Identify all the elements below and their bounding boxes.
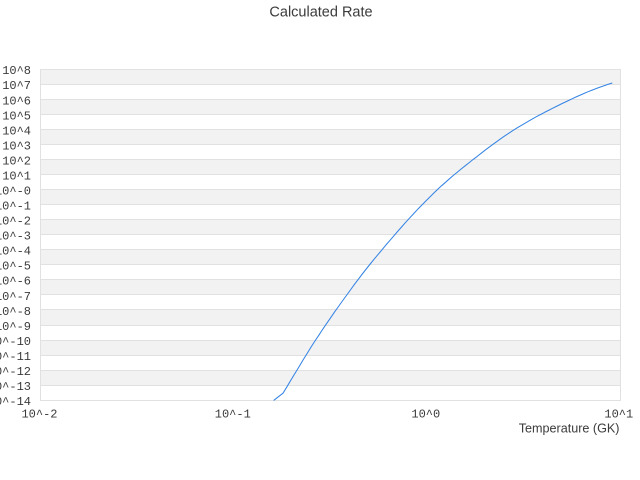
svg-text:10^6: 10^6: [2, 94, 31, 108]
svg-text:10^-2: 10^-2: [0, 215, 31, 229]
svg-text:10^-14: 10^-14: [0, 395, 31, 409]
svg-text:10^-1: 10^-1: [0, 200, 31, 214]
svg-text:10^-7: 10^-7: [0, 290, 31, 304]
svg-text:10^-8: 10^-8: [0, 305, 31, 319]
svg-text:10^2: 10^2: [2, 154, 31, 168]
svg-text:10^-11: 10^-11: [0, 350, 31, 364]
svg-text:10^-1: 10^-1: [215, 408, 251, 422]
svg-text:10^0: 10^0: [411, 408, 440, 422]
svg-text:10^-4: 10^-4: [0, 245, 31, 259]
svg-text:10^8: 10^8: [2, 64, 31, 78]
svg-text:10^7: 10^7: [2, 79, 31, 93]
svg-text:Temperature (GK): Temperature (GK): [519, 422, 620, 436]
svg-text:10^1: 10^1: [2, 169, 31, 183]
svg-text:10^-12: 10^-12: [0, 365, 31, 379]
svg-text:10^-2: 10^-2: [21, 408, 57, 422]
svg-text:10^1: 10^1: [604, 408, 633, 422]
svg-text:10^-9: 10^-9: [0, 320, 31, 334]
svg-text:10^-13: 10^-13: [0, 380, 31, 394]
svg-text:10^4: 10^4: [2, 124, 31, 138]
svg-text:10^-0: 10^-0: [0, 184, 31, 198]
svg-text:10^-5: 10^-5: [0, 260, 31, 274]
svg-text:10^5: 10^5: [2, 109, 31, 123]
svg-text:10^-10: 10^-10: [0, 335, 31, 349]
svg-text:10^-3: 10^-3: [0, 230, 31, 244]
svg-text:Calculated Rate: Calculated Rate: [269, 5, 372, 21]
svg-text:10^-6: 10^-6: [0, 275, 31, 289]
svg-text:10^3: 10^3: [2, 139, 31, 153]
